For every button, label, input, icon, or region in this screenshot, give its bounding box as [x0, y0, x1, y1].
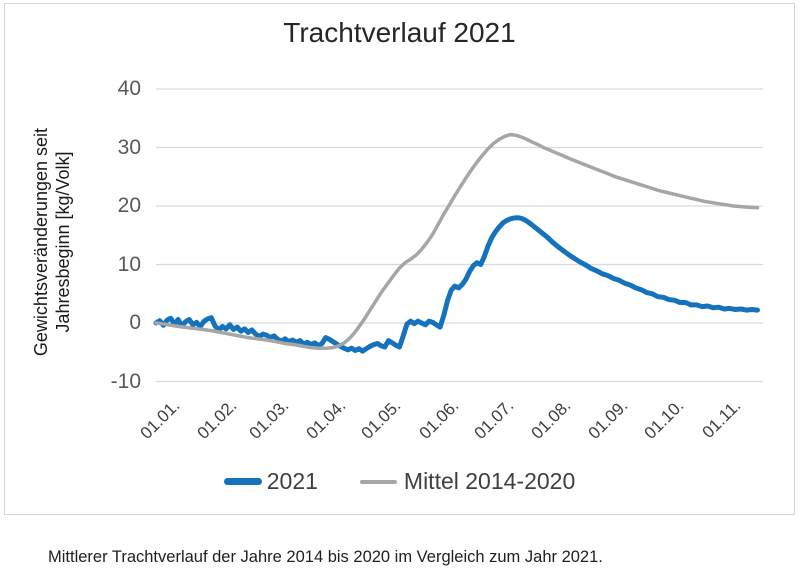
legend-line-mittel-swatch: [359, 479, 397, 484]
y-tick-label: 0: [129, 311, 141, 334]
x-tick-label: 01.01.: [136, 396, 184, 443]
x-tick-label: 01.10.: [640, 396, 688, 443]
y-axis-tick-labels: 40 30 20 10 0 -10: [5, 4, 141, 514]
x-tick-label: 01.04.: [302, 396, 350, 443]
x-tick-label: 01.07.: [470, 396, 518, 443]
x-tick-label: 01.09.: [584, 396, 632, 443]
x-tick-label: 01.03.: [245, 396, 293, 443]
x-axis-tick-labels: 01.01. 01.02. 01.03. 01.04. 01.05. 01.06. 01.0…: [5, 4, 794, 514]
x-tick-label: 01.02.: [193, 396, 241, 443]
y-tick-label: 40: [117, 77, 141, 100]
legend-label-2021: 2021: [266, 468, 318, 494]
legend: 2021 Mittel 2014-2020: [5, 468, 794, 495]
plot-area: [153, 88, 763, 383]
x-tick-label: 01.08.: [527, 396, 575, 443]
series-line-mittel: [154, 132, 760, 350]
y-tick-label: 20: [117, 194, 141, 217]
chart-card: Trachtverlauf 2021 Gewichtsveränderungen…: [4, 3, 795, 515]
x-tick-label: 01.11.: [698, 396, 745, 442]
series-line-2021: [153, 215, 760, 354]
legend-line-2021-swatch: [223, 478, 262, 485]
figure-caption: Mittlerer Trachtverlauf der Jahre 2014 b…: [48, 548, 603, 566]
y-tick-label: 10: [117, 252, 141, 276]
chart-title: Trachtverlauf 2021: [283, 17, 516, 48]
x-tick-label: 01.06.: [415, 396, 463, 443]
y-tick-label: -10: [110, 369, 141, 393]
legend-label-mittel: Mittel 2014-2020: [403, 468, 576, 494]
x-tick-label: 01.05.: [357, 396, 405, 443]
y-tick-label: 30: [117, 135, 141, 159]
